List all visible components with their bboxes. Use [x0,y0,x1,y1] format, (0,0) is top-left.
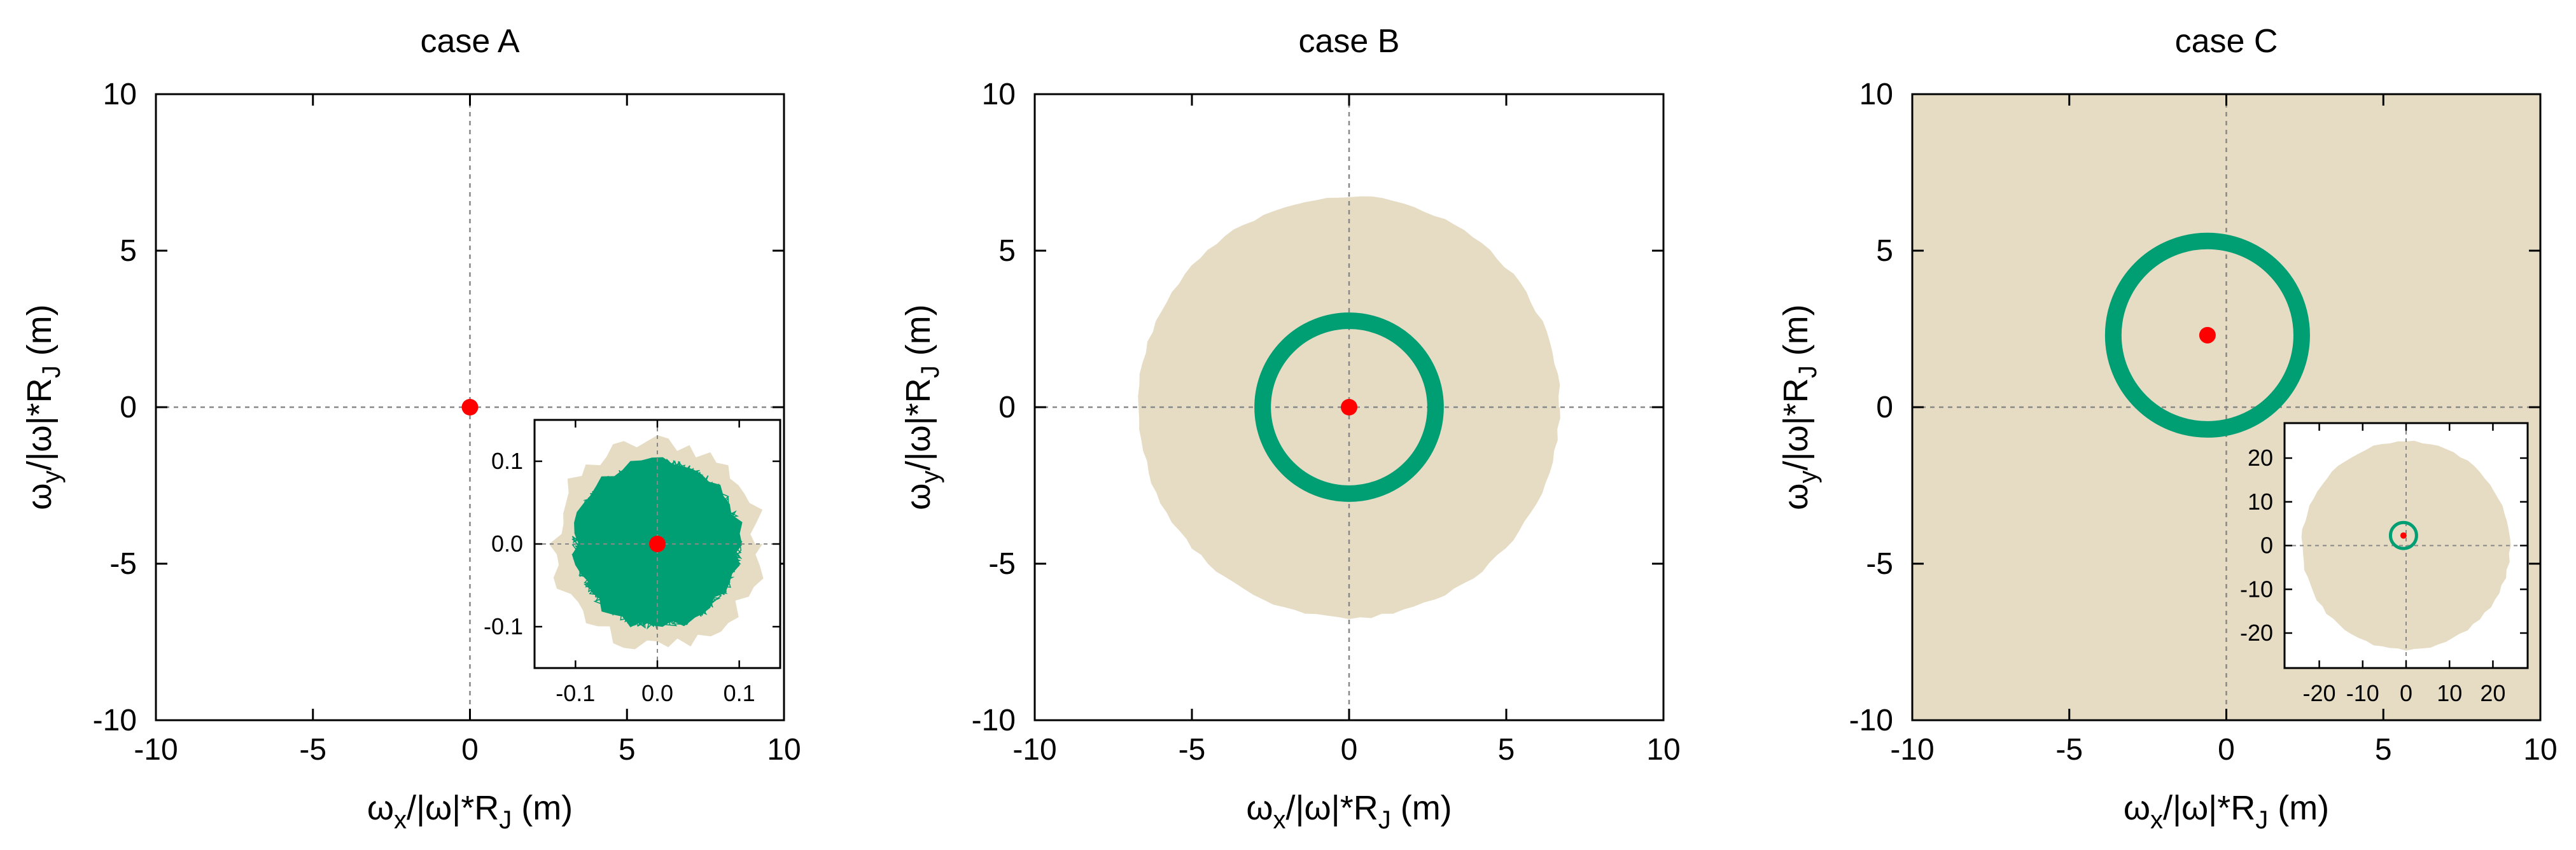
x-tick-label: -10 [1890,733,1934,767]
x-tick-label: 5 [2375,733,2392,767]
inset-x-tick-label: -20 [2303,680,2336,706]
y-tick-label: -10 [1849,704,1893,737]
x-tick-label: -10 [1012,733,1056,767]
y-tick-label: -10 [972,704,1016,737]
chart-title: case C [2175,23,2278,60]
plot-area [1035,94,1663,720]
inset-y-tick-label: -20 [2240,620,2273,646]
inset-y-tick-label: 0 [2260,533,2273,559]
data-point [1341,399,1357,415]
x-tick-label: 5 [1498,733,1515,767]
y-axis-label: ωy/|ω|*RJ (m) [899,304,944,510]
data-point [2199,326,2216,344]
x-tick-label: 0 [1341,733,1358,767]
inset-y-tick-label: -0.1 [484,613,523,639]
x-axis-label: ωx/|ω|*RJ (m) [2124,789,2329,834]
inset-C: -20 -10 0 10 20 -20 -10 0 10 20 [2240,422,2529,706]
chart-title: case A [420,23,519,60]
y-tick-label: 0 [998,391,1016,424]
x-tick-label: -5 [2055,733,2083,767]
x-tick-label: -5 [299,733,326,767]
green-ring [2104,232,2310,438]
x-tick-label: 0 [2218,733,2235,767]
x-axis-label: ωx/|ω|*RJ (m) [1246,789,1452,834]
y-axis-label: ωy/|ω|*RJ (m) [20,304,66,510]
inset-y-tick-label: 0.1 [491,448,523,474]
plot-area [156,94,784,720]
x-tick-label: -5 [1179,733,1206,767]
green-ring [1254,312,1444,502]
inset-x-tick-label: 0.0 [641,680,673,706]
inset-x-tick-label: -10 [2346,680,2379,706]
plot-area [1912,94,2540,720]
inset-data-point [649,536,666,552]
y-tick-label: 10 [982,78,1016,111]
inset-A: -0.1 0.0 0.1 -0.1 0.0 0.1 [484,419,781,706]
inset-x-tick-label: 0 [2400,680,2412,706]
inset-plot-area [2285,423,2528,668]
inset-green-ring [2388,520,2418,550]
inset-plot-area [535,420,780,668]
y-tick-label: 10 [1859,78,1893,111]
y-tick-label: 5 [120,234,137,268]
chart-panel-B: -10 -5 0 5 10 -10 -5 0 5 10 case B ωx/|ω|*RJ (m) ωy/… [899,23,1681,834]
x-tick-label: 10 [767,733,801,767]
y-axis-label: ωy/|ω|*RJ (m) [1777,304,1822,510]
chart-title: case B [1299,23,1400,60]
inset-y-tick-label: 20 [2248,445,2273,471]
inset-green-trajectory [571,458,743,630]
inset-y-tick-label: -10 [2240,576,2273,602]
inset-x-tick-label: 20 [2480,680,2505,706]
inset-x-tick-label: -0.1 [556,680,595,706]
y-tick-label: 10 [103,78,137,111]
y-tick-label: -10 [93,704,137,737]
inset-x-tick-label: 10 [2437,680,2462,706]
y-tick-label: 5 [1876,234,1893,268]
inset-y-tick-label: 0.0 [491,531,523,557]
inset-x-tick-label: 0.1 [724,680,755,706]
y-tick-label: 5 [998,234,1016,268]
x-tick-label: 10 [1646,733,1680,767]
y-tick-label: -5 [1866,547,1893,581]
x-tick-label: -10 [134,733,178,767]
chart-panel-A: -10 -5 0 5 10 -10 -5 0 5 10 case A ωx/|ω|*RJ (m) ωy/… [20,23,801,834]
chart-panel-C: -10 -5 0 5 10 -10 -5 0 5 10 case C ωx/|ω|*RJ (m) ωy/… [1777,23,2558,834]
inset-data-point [2400,532,2407,539]
x-tick-label: 0 [461,733,479,767]
y-tick-label: 0 [1876,391,1893,424]
x-tick-label: 10 [2523,733,2557,767]
y-tick-label: -5 [988,547,1016,581]
y-tick-label: 0 [120,391,137,424]
inset-y-tick-label: 10 [2248,489,2273,515]
x-tick-label: 5 [619,733,636,767]
y-tick-label: -5 [109,547,137,581]
data-point [461,399,479,415]
x-axis-label: ωx/|ω|*RJ (m) [367,789,573,834]
